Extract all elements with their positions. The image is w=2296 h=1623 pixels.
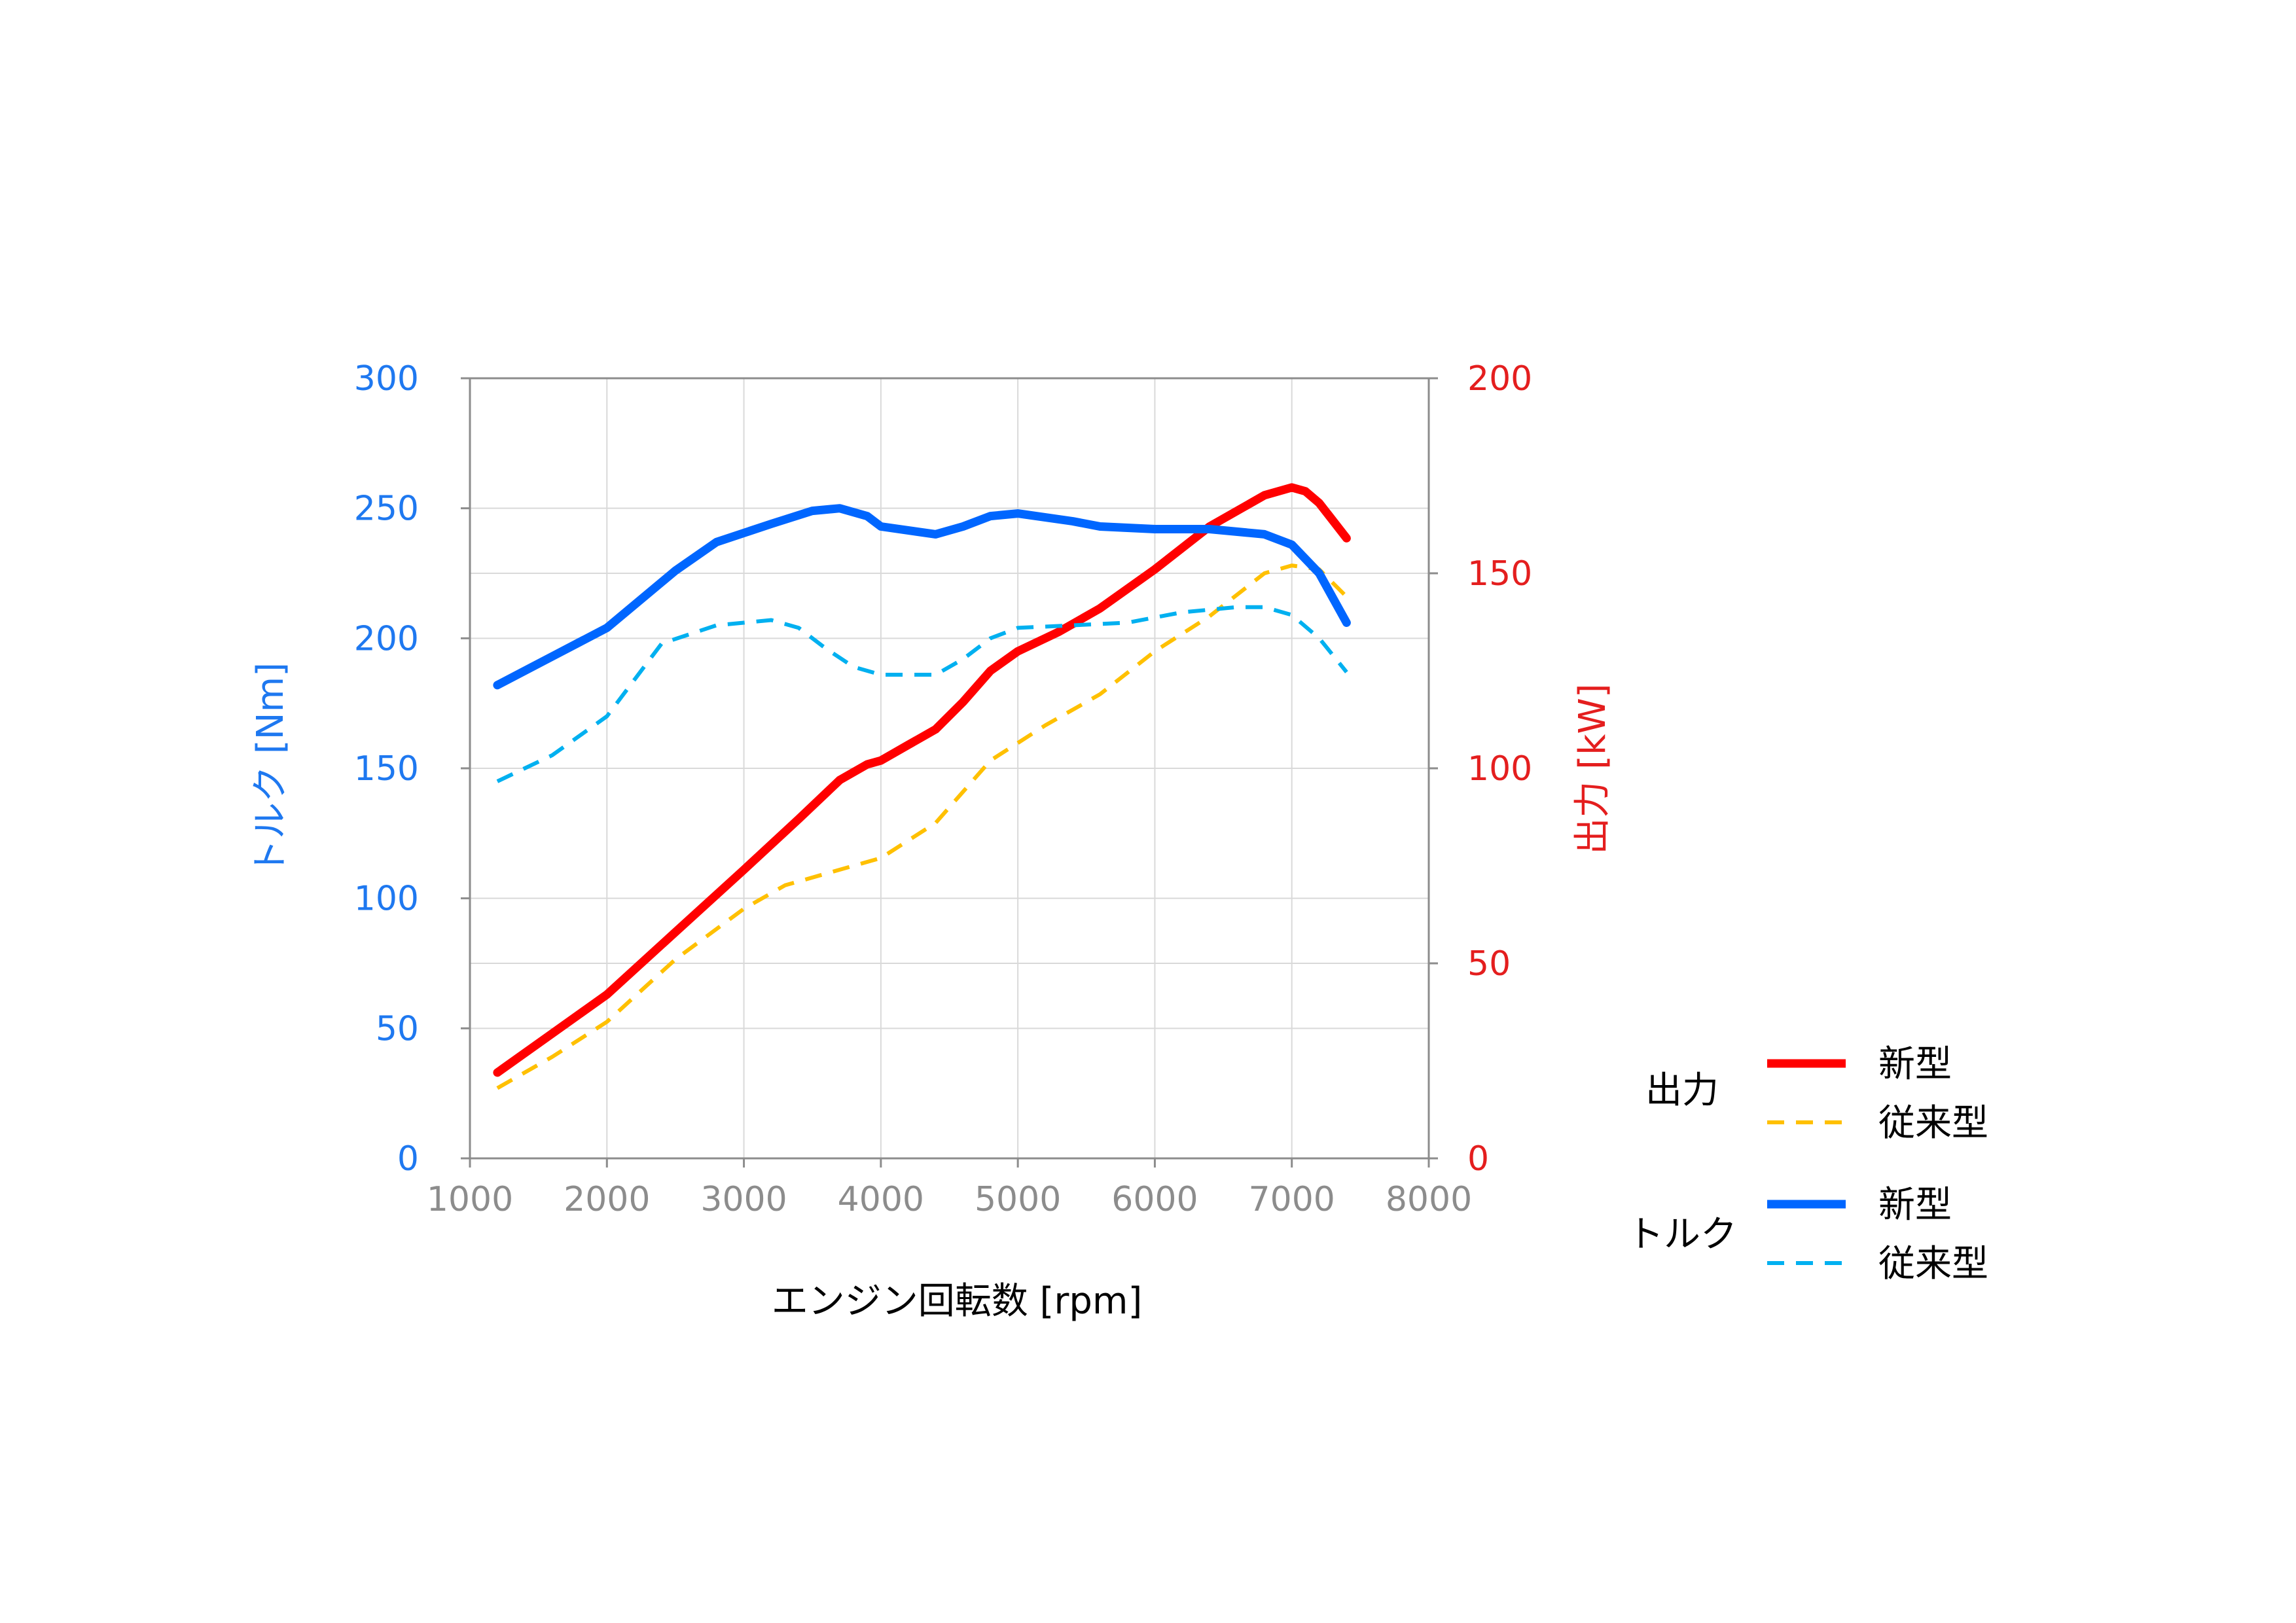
left-tick-label: 250 — [354, 490, 419, 529]
right-tick-label: 50 — [1467, 944, 1511, 984]
right-tick-label: 0 — [1467, 1139, 1489, 1179]
grid — [469, 378, 1429, 1159]
legend-group-label: トルク — [1627, 1213, 1737, 1256]
x-tick-label: 1000 — [427, 1180, 513, 1219]
right-tick-label: 100 — [1467, 749, 1532, 789]
right-axis-title: 出力 [kW] — [1571, 683, 1614, 854]
x-tick-label: 8000 — [1386, 1180, 1472, 1219]
x-tick-label: 6000 — [1111, 1180, 1198, 1219]
legend-entry-label: 新型 — [1878, 1043, 1952, 1086]
left-tick-label: 100 — [354, 880, 419, 919]
x-tick-label: 7000 — [1249, 1180, 1335, 1219]
power-new-line — [493, 483, 1351, 1077]
left-tick-label: 150 — [354, 749, 419, 789]
legend-entry-label: 新型 — [1878, 1184, 1952, 1226]
legend-group-label: 出力 — [1645, 1069, 1719, 1112]
left-axis-ticks: 0 50 100 150 200 250 300 — [354, 359, 470, 1179]
x-tick-label: 3000 — [700, 1180, 787, 1219]
legend-entry-label: 従来型 — [1878, 1243, 1988, 1285]
x-axis-ticks: 1000 2000 3000 4000 5000 6000 7000 8000 — [427, 1158, 1472, 1219]
torque-previous-line — [496, 605, 1348, 783]
x-tick-label: 2000 — [564, 1180, 650, 1219]
right-tick-label: 200 — [1467, 359, 1532, 399]
x-tick-label: 5000 — [975, 1180, 1061, 1219]
left-tick-label: 50 — [376, 1009, 419, 1048]
torque-new-line — [493, 504, 1351, 690]
left-tick-label: 300 — [354, 359, 419, 399]
legend-entry-label: 従来型 — [1878, 1102, 1988, 1145]
series-lines — [493, 483, 1351, 1090]
power-previous-line — [496, 563, 1348, 1090]
x-tick-label: 4000 — [838, 1180, 924, 1219]
x-axis-title: エンジン回転数 [rpm] — [772, 1280, 1143, 1323]
left-tick-label: 0 — [397, 1139, 419, 1179]
right-axis-ticks: 0 50 100 150 200 — [1429, 359, 1532, 1179]
right-tick-label: 150 — [1467, 554, 1532, 594]
left-tick-label: 200 — [354, 619, 419, 658]
left-axis-title: トルク [Nm] — [249, 662, 292, 876]
